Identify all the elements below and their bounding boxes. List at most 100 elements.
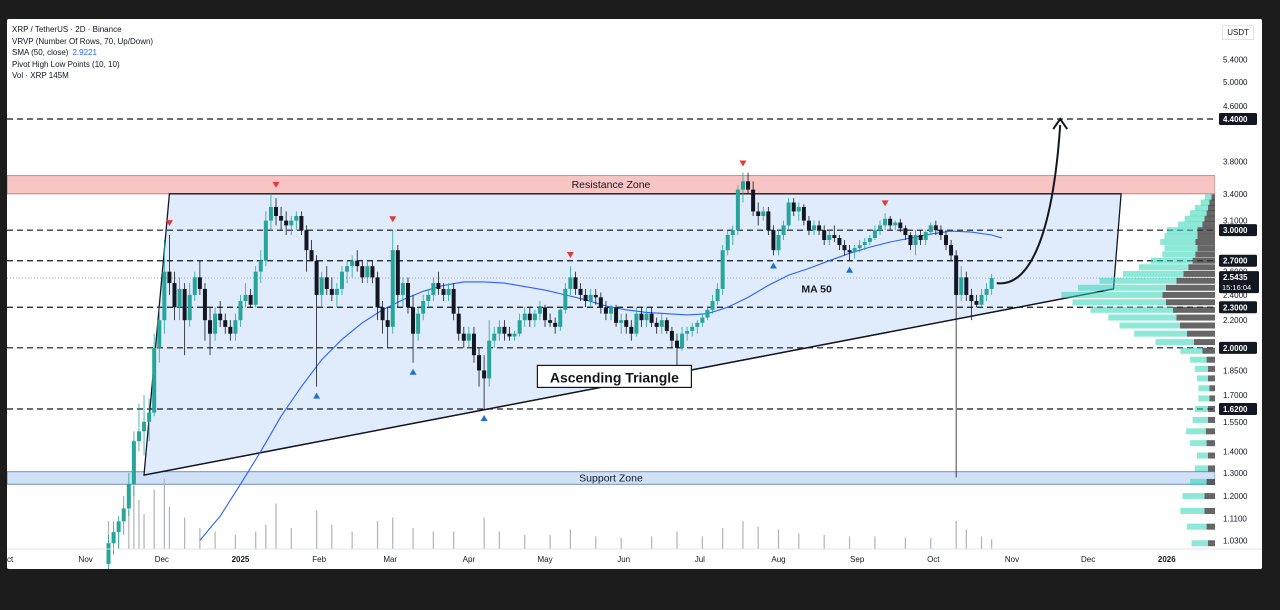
volume-bar	[483, 517, 485, 549]
candle-body	[614, 307, 619, 323]
candle	[883, 213, 888, 231]
candle-body	[492, 333, 497, 341]
candle-body	[537, 307, 542, 314]
candle	[781, 220, 786, 241]
candle	[365, 260, 370, 284]
candle-body	[517, 320, 522, 334]
price-tick-label: 2.2000	[1223, 316, 1248, 325]
vrvp-down-bar	[1176, 277, 1215, 284]
vrvp-down-bar	[1183, 270, 1215, 277]
candle-body	[954, 255, 959, 295]
candle	[405, 277, 410, 314]
candle-body	[248, 294, 253, 305]
candle	[593, 288, 598, 305]
candle-body	[268, 206, 273, 221]
legend-pivot[interactable]: Pivot High Low Points (10, 10)	[12, 59, 120, 69]
candle-body	[243, 294, 248, 302]
pivot-high-marker	[389, 216, 397, 223]
candle-body	[436, 283, 441, 289]
candle-body	[649, 313, 654, 323]
volume-bar	[595, 536, 597, 549]
volume-bar	[798, 533, 800, 549]
candle-body	[294, 216, 299, 221]
vrvp-up-bar	[1162, 251, 1196, 258]
candle	[345, 260, 350, 284]
candle	[182, 283, 187, 356]
candle-body	[984, 288, 989, 295]
volume-bar	[214, 531, 216, 549]
volume-bar	[524, 535, 526, 549]
candle	[664, 317, 669, 334]
vrvp-up-bar	[1061, 291, 1163, 298]
volume-bar	[412, 528, 414, 549]
candle	[806, 216, 811, 236]
candle	[456, 307, 461, 341]
candle-body	[527, 313, 532, 321]
candle	[248, 288, 253, 308]
vrvp-up-bar	[1108, 314, 1177, 321]
vrvp-up-bar	[1090, 306, 1173, 313]
candle	[482, 355, 487, 409]
candle	[233, 313, 238, 341]
price-tick-label: 4.6000	[1223, 102, 1248, 111]
candle-body	[121, 508, 126, 522]
vrvp-up-bar	[1198, 385, 1210, 392]
vrvp-up-bar	[1200, 199, 1210, 206]
candle	[725, 230, 730, 256]
price-tick-label: 1.3000	[1223, 469, 1248, 478]
candle-body	[568, 277, 573, 289]
vrvp-down-bar	[1208, 540, 1215, 547]
legend-vrvp[interactable]: VRVP (Number Of Rows, 70, Up/Down)	[12, 36, 154, 46]
time-tick-label: Jun	[617, 555, 630, 564]
last-price-tag-value: 2.5435	[1223, 273, 1248, 282]
candle-body	[192, 277, 197, 295]
candle-body	[304, 230, 309, 251]
legend-volume[interactable]: Vol · XRP 145M	[12, 71, 69, 80]
candle	[685, 326, 690, 341]
price-chart[interactable]: Resistance Zone Support Zone MA 50 Ascendin…	[7, 19, 1262, 569]
vrvp-down-bar	[1180, 322, 1215, 329]
vrvp-down-bar	[1209, 395, 1215, 402]
legend-symbol[interactable]: XRP / TetherUS · 2D · Binance	[12, 25, 122, 34]
vrvp-down-bar	[1208, 452, 1215, 459]
support-zone-label: Support Zone	[579, 472, 643, 484]
vrvp-up-bar	[1186, 523, 1207, 530]
candle-body	[583, 294, 588, 302]
legend-sma[interactable]: SMA (50, close) 2.9221	[12, 47, 153, 59]
candle	[817, 220, 822, 236]
vrvp-down-bar	[1195, 251, 1215, 258]
pivot-high-marker	[566, 251, 574, 258]
candle	[832, 225, 837, 243]
candle-body	[827, 235, 832, 241]
price-level-tag	[1219, 113, 1257, 126]
currency-label[interactable]: USDT	[1222, 25, 1254, 40]
candle	[893, 220, 898, 231]
candle-body	[700, 317, 705, 323]
candle-body	[715, 288, 720, 302]
candle-body	[532, 313, 537, 321]
vrvp-up-bar	[1194, 405, 1208, 412]
candle	[223, 313, 228, 334]
vrvp-down-bar	[1206, 356, 1215, 363]
candle	[543, 304, 548, 327]
time-tick-label: Jul	[695, 555, 705, 564]
candle	[867, 235, 872, 246]
candle	[761, 206, 766, 221]
candle-body	[593, 294, 598, 298]
candle-body	[370, 266, 375, 278]
price-tick-label: 5.4000	[1223, 56, 1248, 65]
candle	[339, 266, 344, 295]
candle	[360, 260, 365, 284]
candle	[126, 472, 131, 517]
volume-bar	[980, 536, 983, 549]
volume-bar	[255, 531, 257, 549]
volume-bar	[722, 528, 724, 549]
volume-bar	[234, 535, 237, 549]
volume-bar	[874, 536, 876, 549]
volume-bar	[163, 479, 165, 549]
time-tick-label: Dec	[1081, 555, 1095, 564]
candle-body	[943, 235, 948, 246]
candle-body	[431, 283, 436, 295]
candle-body	[969, 294, 974, 302]
candle	[771, 225, 776, 256]
